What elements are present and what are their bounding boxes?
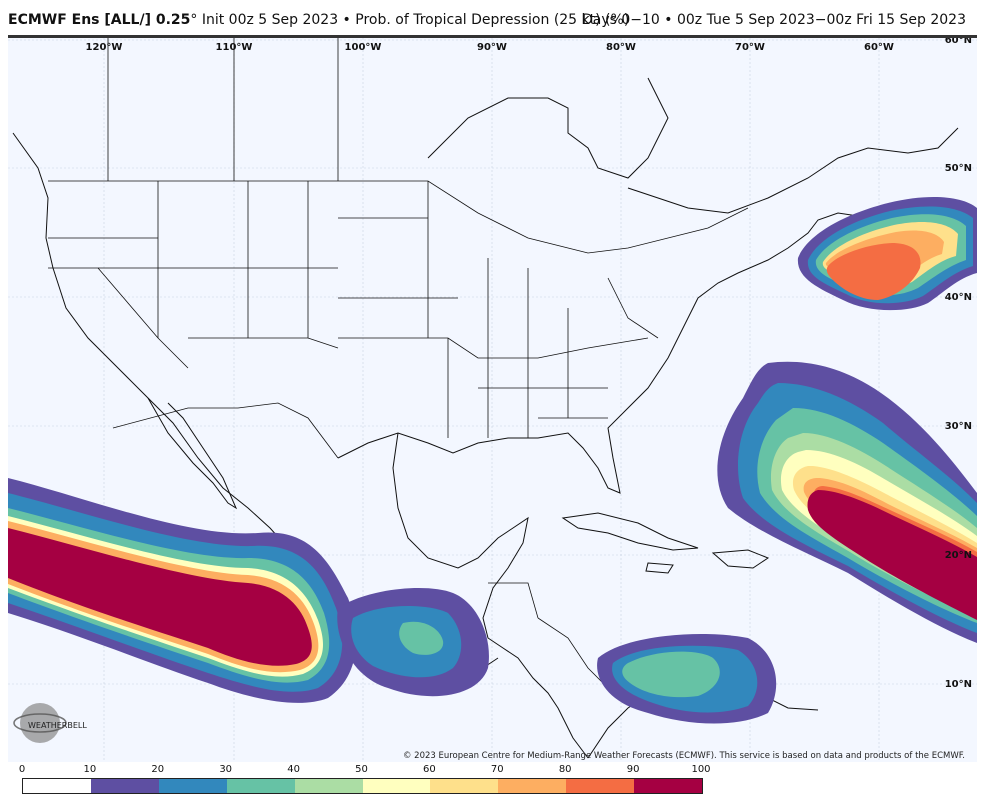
latitude-labels: 60°N 50°N 40°N 30°N 20°N 10°N xyxy=(945,38,972,690)
map-title: ECMWF Ens [ALL/] 0.25° Init 00z 5 Sep 20… xyxy=(8,12,629,28)
colorbar-tick-label: 0 xyxy=(18,764,26,775)
colorbar-swatch xyxy=(294,779,363,793)
colorbar-swatch xyxy=(226,779,295,793)
logo-text: WEATHERBELL xyxy=(28,721,87,730)
colorbar-tick-label: 60 xyxy=(423,764,436,775)
lon-label: 70°W xyxy=(735,42,765,53)
lat-label: 10°N xyxy=(945,679,972,690)
colorbar-labels: 0 10 20 30 40 50 60 70 80 90 100 xyxy=(18,764,711,776)
ecmwf-credit: © 2023 European Centre for Medium-Range … xyxy=(402,751,965,761)
colorbar-swatch xyxy=(158,779,227,793)
lon-label: 100°W xyxy=(345,42,382,53)
degree-symbol: ° xyxy=(190,12,198,28)
colorbar-tick-label: 30 xyxy=(219,764,233,775)
prob-area-new-england xyxy=(797,196,977,311)
longitude-labels: 120°W 110°W 100°W 90°W 80°W 70°W 60°W xyxy=(86,42,894,53)
prob-area-caribbean xyxy=(597,634,777,724)
colorbar-tick-label: 40 xyxy=(287,764,300,775)
prob-area-tehuantepec xyxy=(337,588,489,697)
lon-label: 120°W xyxy=(86,42,123,53)
colorbar-swatch xyxy=(634,779,703,793)
colorbar-swatch xyxy=(498,779,567,793)
colorbar-tick-label: 70 xyxy=(490,764,504,775)
colorbar-tick-label: 100 xyxy=(691,764,711,775)
lon-label: 60°W xyxy=(864,42,894,53)
lat-label: 60°N xyxy=(945,38,972,46)
lat-label: 30°N xyxy=(945,421,972,432)
title-description: Init 00z 5 Sep 2023 • Prob. of Tropical … xyxy=(197,12,630,28)
colorbar-tick-label: 10 xyxy=(83,764,97,775)
colorbar-swatch xyxy=(23,779,91,793)
lat-label: 50°N xyxy=(945,163,972,174)
colorbar-tick-label: 20 xyxy=(151,764,165,775)
weatherbell-logo: WEATHERBELL xyxy=(13,703,87,743)
colorbar-tick-label: 80 xyxy=(558,764,572,775)
lon-label: 80°W xyxy=(606,42,636,53)
prob-area-eastern-pacific xyxy=(8,478,357,703)
colorbar-tick-label: 50 xyxy=(355,764,368,775)
forecast-map: WEATHERBELL 120°W 110°W 100°W 90°W 80°W … xyxy=(8,35,977,762)
probability-colorbar xyxy=(22,778,703,794)
lon-label: 90°W xyxy=(477,42,507,53)
lon-label: 110°W xyxy=(216,42,253,53)
lat-label: 40°N xyxy=(945,292,972,303)
prob-area-atlantic xyxy=(717,361,977,643)
colorbar-swatch xyxy=(430,779,499,793)
model-name: ECMWF Ens [ALL/] 0.25 xyxy=(8,12,191,28)
colorbar-swatch xyxy=(362,779,431,793)
lat-label: 20°N xyxy=(945,550,972,561)
colorbar-swatch xyxy=(566,779,635,793)
colorbar-tick-label: 90 xyxy=(626,764,640,775)
colorbar-swatch xyxy=(90,779,159,793)
valid-period: Days 0−10 • 00z Tue 5 Sep 2023−00z Fri 1… xyxy=(581,12,966,28)
